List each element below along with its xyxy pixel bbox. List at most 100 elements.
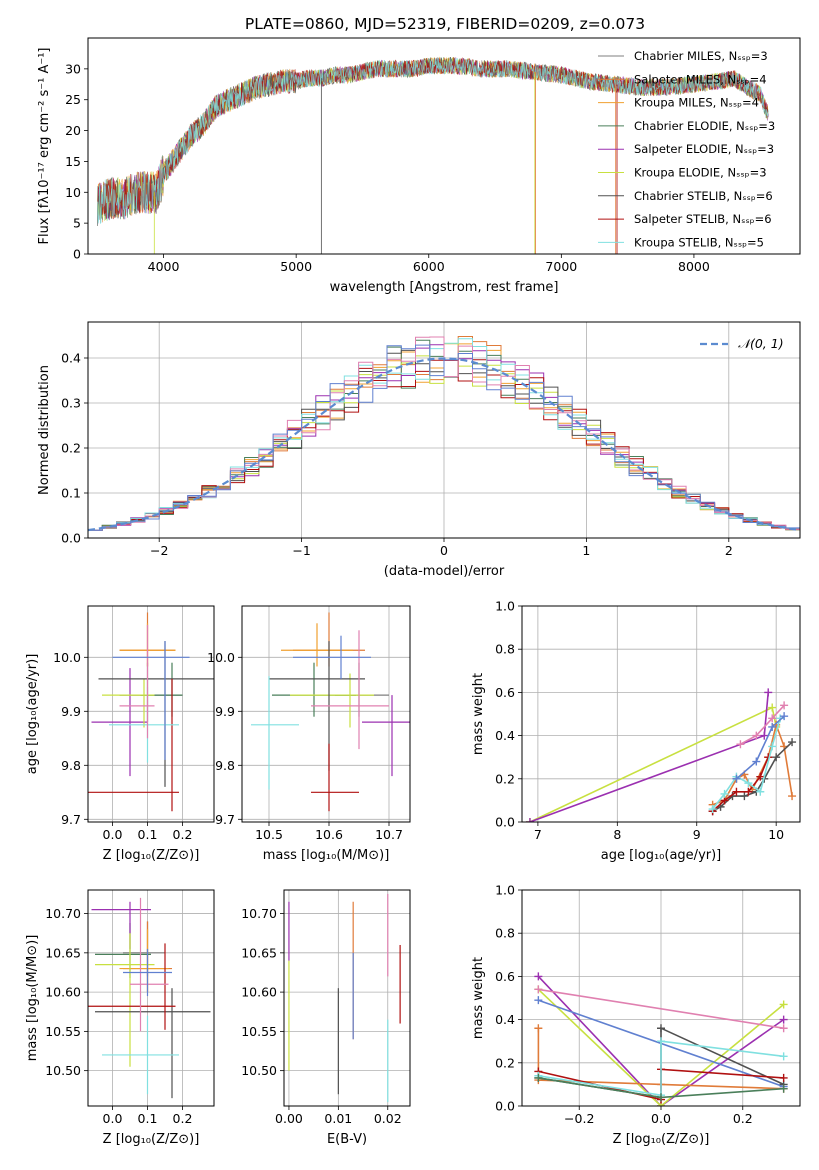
series-marker — [744, 787, 753, 796]
y-tick-label: 5 — [73, 216, 81, 231]
gaussian-reference — [88, 357, 798, 532]
series-marker — [788, 792, 797, 801]
plot-area — [525, 688, 797, 822]
x-tick-label: 0.0 — [103, 1111, 123, 1126]
plot-area — [88, 612, 214, 812]
series-marker — [779, 1024, 788, 1033]
x-tick-label: 10.6 — [315, 827, 343, 842]
y-tick-label: 10.55 — [241, 1024, 277, 1039]
y-tick-label: 10.0 — [53, 650, 81, 665]
y-tick-label: 10.50 — [45, 1063, 81, 1078]
y-axis-label: Normed distribution — [37, 365, 52, 495]
y-tick-label: 15 — [65, 154, 81, 169]
series-marker — [657, 1093, 665, 1102]
panel-spectrum: 4000 5000 6000 7000 8000 0 5 10 15 20 25 30 waveleng… — [37, 37, 801, 295]
legend-label: Chabrier MILES, Nₛₛₚ=3 — [634, 49, 768, 63]
y-axis-label: mass weight — [471, 673, 486, 755]
y-tick-label: 1.0 — [495, 883, 515, 898]
plot-area — [288, 893, 401, 1103]
series-marker — [760, 731, 769, 740]
y-tick-label: 10 — [65, 185, 81, 200]
y-tick-label: 9.8 — [215, 758, 235, 773]
series-marker — [708, 805, 717, 814]
series-line — [529, 692, 769, 822]
y-tick-label: 9.7 — [61, 812, 81, 827]
x-tick-label: 7 — [534, 827, 542, 842]
series-marker — [788, 738, 797, 747]
series-marker — [779, 1073, 788, 1082]
x-tick-label: 1 — [582, 543, 590, 558]
x-tick-label: 0.1 — [138, 1111, 158, 1126]
x-axis-label: Z [log₁₀(Z/Z⊙)] — [103, 848, 200, 863]
series-marker — [525, 818, 534, 822]
legend-label: Kroupa MILES, Nₛₛₚ=4 — [634, 96, 759, 110]
y-tick-label: 0.4 — [495, 728, 515, 743]
legend: Chabrier MILES, Nₛₛₚ=3 Salpeter MILES, Nₛ… — [598, 49, 775, 249]
legend-label: 𝒩(0, 1) — [738, 336, 784, 351]
y-tick-label: 0.8 — [495, 926, 515, 941]
y-tick-label: 0.3 — [61, 396, 81, 411]
series-line — [537, 988, 785, 1106]
series-line — [537, 1028, 784, 1090]
panel-residuals: −2 −1 0 1 2 0.0 0.1 0.2 0.3 0.4 (data-model)/error… — [37, 321, 801, 579]
y-tick-label: 0.0 — [495, 1099, 515, 1114]
axes-frame — [87, 37, 801, 255]
axes-frame — [87, 321, 801, 539]
legend-label: Kroupa ELODIE, Nₛₛₚ=3 — [634, 166, 767, 180]
y-tick-label: 0.4 — [495, 1012, 515, 1027]
x-tick-label: 0.2 — [173, 1111, 193, 1126]
y-tick-label: 10.70 — [241, 906, 277, 921]
panel-massweight-vs-age: 7 8 9 10 0.0 0.2 0.4 0.6 0.8 1.0 age [log₁₀(age/yr… — [471, 599, 801, 863]
x-axis-label: Z [log₁₀(Z/Z⊙)] — [613, 1132, 710, 1147]
y-tick-label: 0.6 — [495, 969, 515, 984]
x-axis-label: (data-model)/error — [384, 564, 505, 579]
y-tick-label: 9.8 — [61, 758, 81, 773]
y-tick-label: 9.9 — [215, 704, 235, 719]
series-marker — [756, 787, 765, 796]
series-marker — [720, 789, 729, 798]
x-tick-label: −1 — [292, 543, 310, 558]
series-marker — [764, 688, 773, 697]
x-tick-label: 0.2 — [733, 1111, 753, 1126]
series-marker — [768, 703, 777, 712]
legend-label: Chabrier STELIB, Nₛₛₚ=6 — [634, 189, 773, 203]
histogram-step — [88, 336, 800, 531]
legend-label: Chabrier ELODIE, Nₛₛₚ=3 — [634, 119, 775, 133]
y-tick-label: 0 — [73, 247, 81, 262]
series-marker — [744, 779, 753, 788]
x-tick-label: 0.0 — [651, 1111, 671, 1126]
x-tick-label: 6000 — [413, 259, 445, 274]
x-tick-label: 10 — [768, 827, 784, 842]
x-tick-label: −0.2 — [564, 1111, 594, 1126]
axes-frame — [87, 889, 215, 1107]
series-marker — [780, 701, 789, 710]
y-axis-label: age [log₁₀(age/yr)] — [25, 654, 40, 775]
y-tick-label: 0.0 — [61, 531, 81, 546]
x-tick-label: 0.1 — [138, 827, 158, 842]
figure-title: PLATE=0860, MJD=52319, FIBERID=0209, z=0… — [245, 15, 645, 33]
y-axis-label: Flux [fλ10⁻¹⁷ erg cm⁻² s⁻¹ A⁻¹] — [37, 48, 52, 245]
x-tick-label: 0.2 — [173, 827, 193, 842]
y-tick-label: 9.9 — [61, 704, 81, 719]
x-tick-label: 8 — [613, 827, 621, 842]
x-axis-label: mass [log₁₀(M/M⊙)] — [263, 848, 390, 863]
series-marker — [732, 774, 741, 783]
y-tick-label: 9.7 — [215, 812, 235, 827]
y-tick-label: 10.65 — [241, 945, 277, 960]
y-tick-label: 10.55 — [45, 1024, 81, 1039]
series-line — [537, 975, 785, 1106]
y-tick-label: 0.2 — [495, 771, 515, 786]
legend-label: Salpeter STELIB, Nₛₛₚ=6 — [634, 212, 772, 226]
series-marker — [768, 714, 777, 723]
x-tick-label: 2 — [725, 543, 733, 558]
series-line — [538, 1040, 784, 1097]
series-marker — [772, 753, 781, 762]
y-tick-label: 0.8 — [495, 642, 515, 657]
plot-area — [88, 897, 211, 1099]
series-marker — [752, 731, 761, 740]
y-tick-label: 25 — [65, 92, 81, 107]
series-marker — [732, 787, 741, 796]
y-tick-label: 0.4 — [61, 351, 81, 366]
histogram-step — [88, 344, 800, 531]
